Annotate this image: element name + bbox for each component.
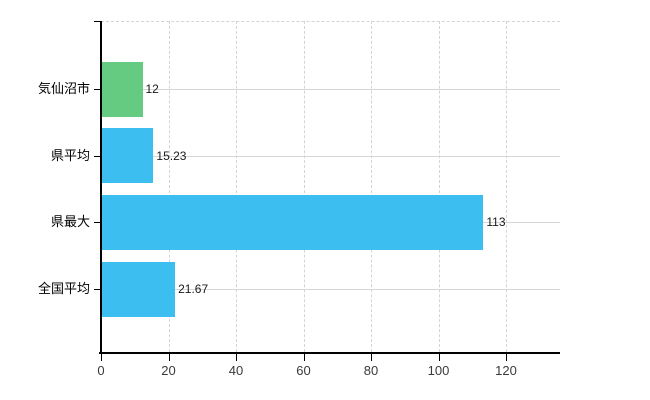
x-axis-tick xyxy=(303,354,305,361)
gridline-vertical xyxy=(506,21,507,352)
bar[interactable] xyxy=(102,61,143,117)
x-tick-label: 20 xyxy=(161,363,176,378)
x-axis-tick xyxy=(438,354,440,361)
gridline-vertical xyxy=(438,21,440,352)
x-tick-label: 0 xyxy=(97,363,105,378)
x-axis-tick xyxy=(168,354,170,361)
x-axis-tick xyxy=(506,354,507,361)
bar-value-label: 15.23 xyxy=(156,148,187,163)
x-tick-label: 60 xyxy=(296,363,311,378)
category-label: 県最大 xyxy=(50,214,90,230)
plot-area-top-border xyxy=(101,21,560,22)
x-axis-tick xyxy=(236,354,237,361)
category-label: 全国平均 xyxy=(37,281,90,297)
y-axis-tick xyxy=(94,89,101,90)
gridline-vertical xyxy=(168,21,170,352)
bar-value-label: 21.67 xyxy=(178,282,209,297)
category-label: 気仙沼市 xyxy=(37,81,90,96)
x-axis xyxy=(99,352,560,354)
x-tick-label: 120 xyxy=(495,363,517,378)
x-tick-label: 100 xyxy=(427,363,450,378)
y-axis-top-tick xyxy=(94,21,101,22)
gridline-vertical xyxy=(303,21,305,352)
y-axis-tick xyxy=(94,289,101,291)
gridline-vertical xyxy=(236,21,237,352)
x-axis-tick xyxy=(101,354,102,361)
gridline-horizontal xyxy=(101,155,560,157)
bar[interactable] xyxy=(102,194,484,250)
y-axis-tick xyxy=(94,222,101,224)
bar[interactable] xyxy=(102,261,176,317)
x-tick-label: 40 xyxy=(228,363,244,378)
bar-value-label: 12 xyxy=(145,82,159,96)
bar[interactable] xyxy=(102,128,154,184)
gridline-vertical xyxy=(371,21,372,352)
bar-value-label: 113 xyxy=(486,215,506,230)
y-axis-tick xyxy=(94,155,101,157)
y-axis xyxy=(100,21,102,354)
x-axis-tick xyxy=(371,354,372,361)
gridline-horizontal xyxy=(101,89,560,90)
gridline-horizontal xyxy=(101,289,560,291)
category-label: 県平均 xyxy=(50,147,90,163)
x-tick-label: 80 xyxy=(363,363,379,378)
